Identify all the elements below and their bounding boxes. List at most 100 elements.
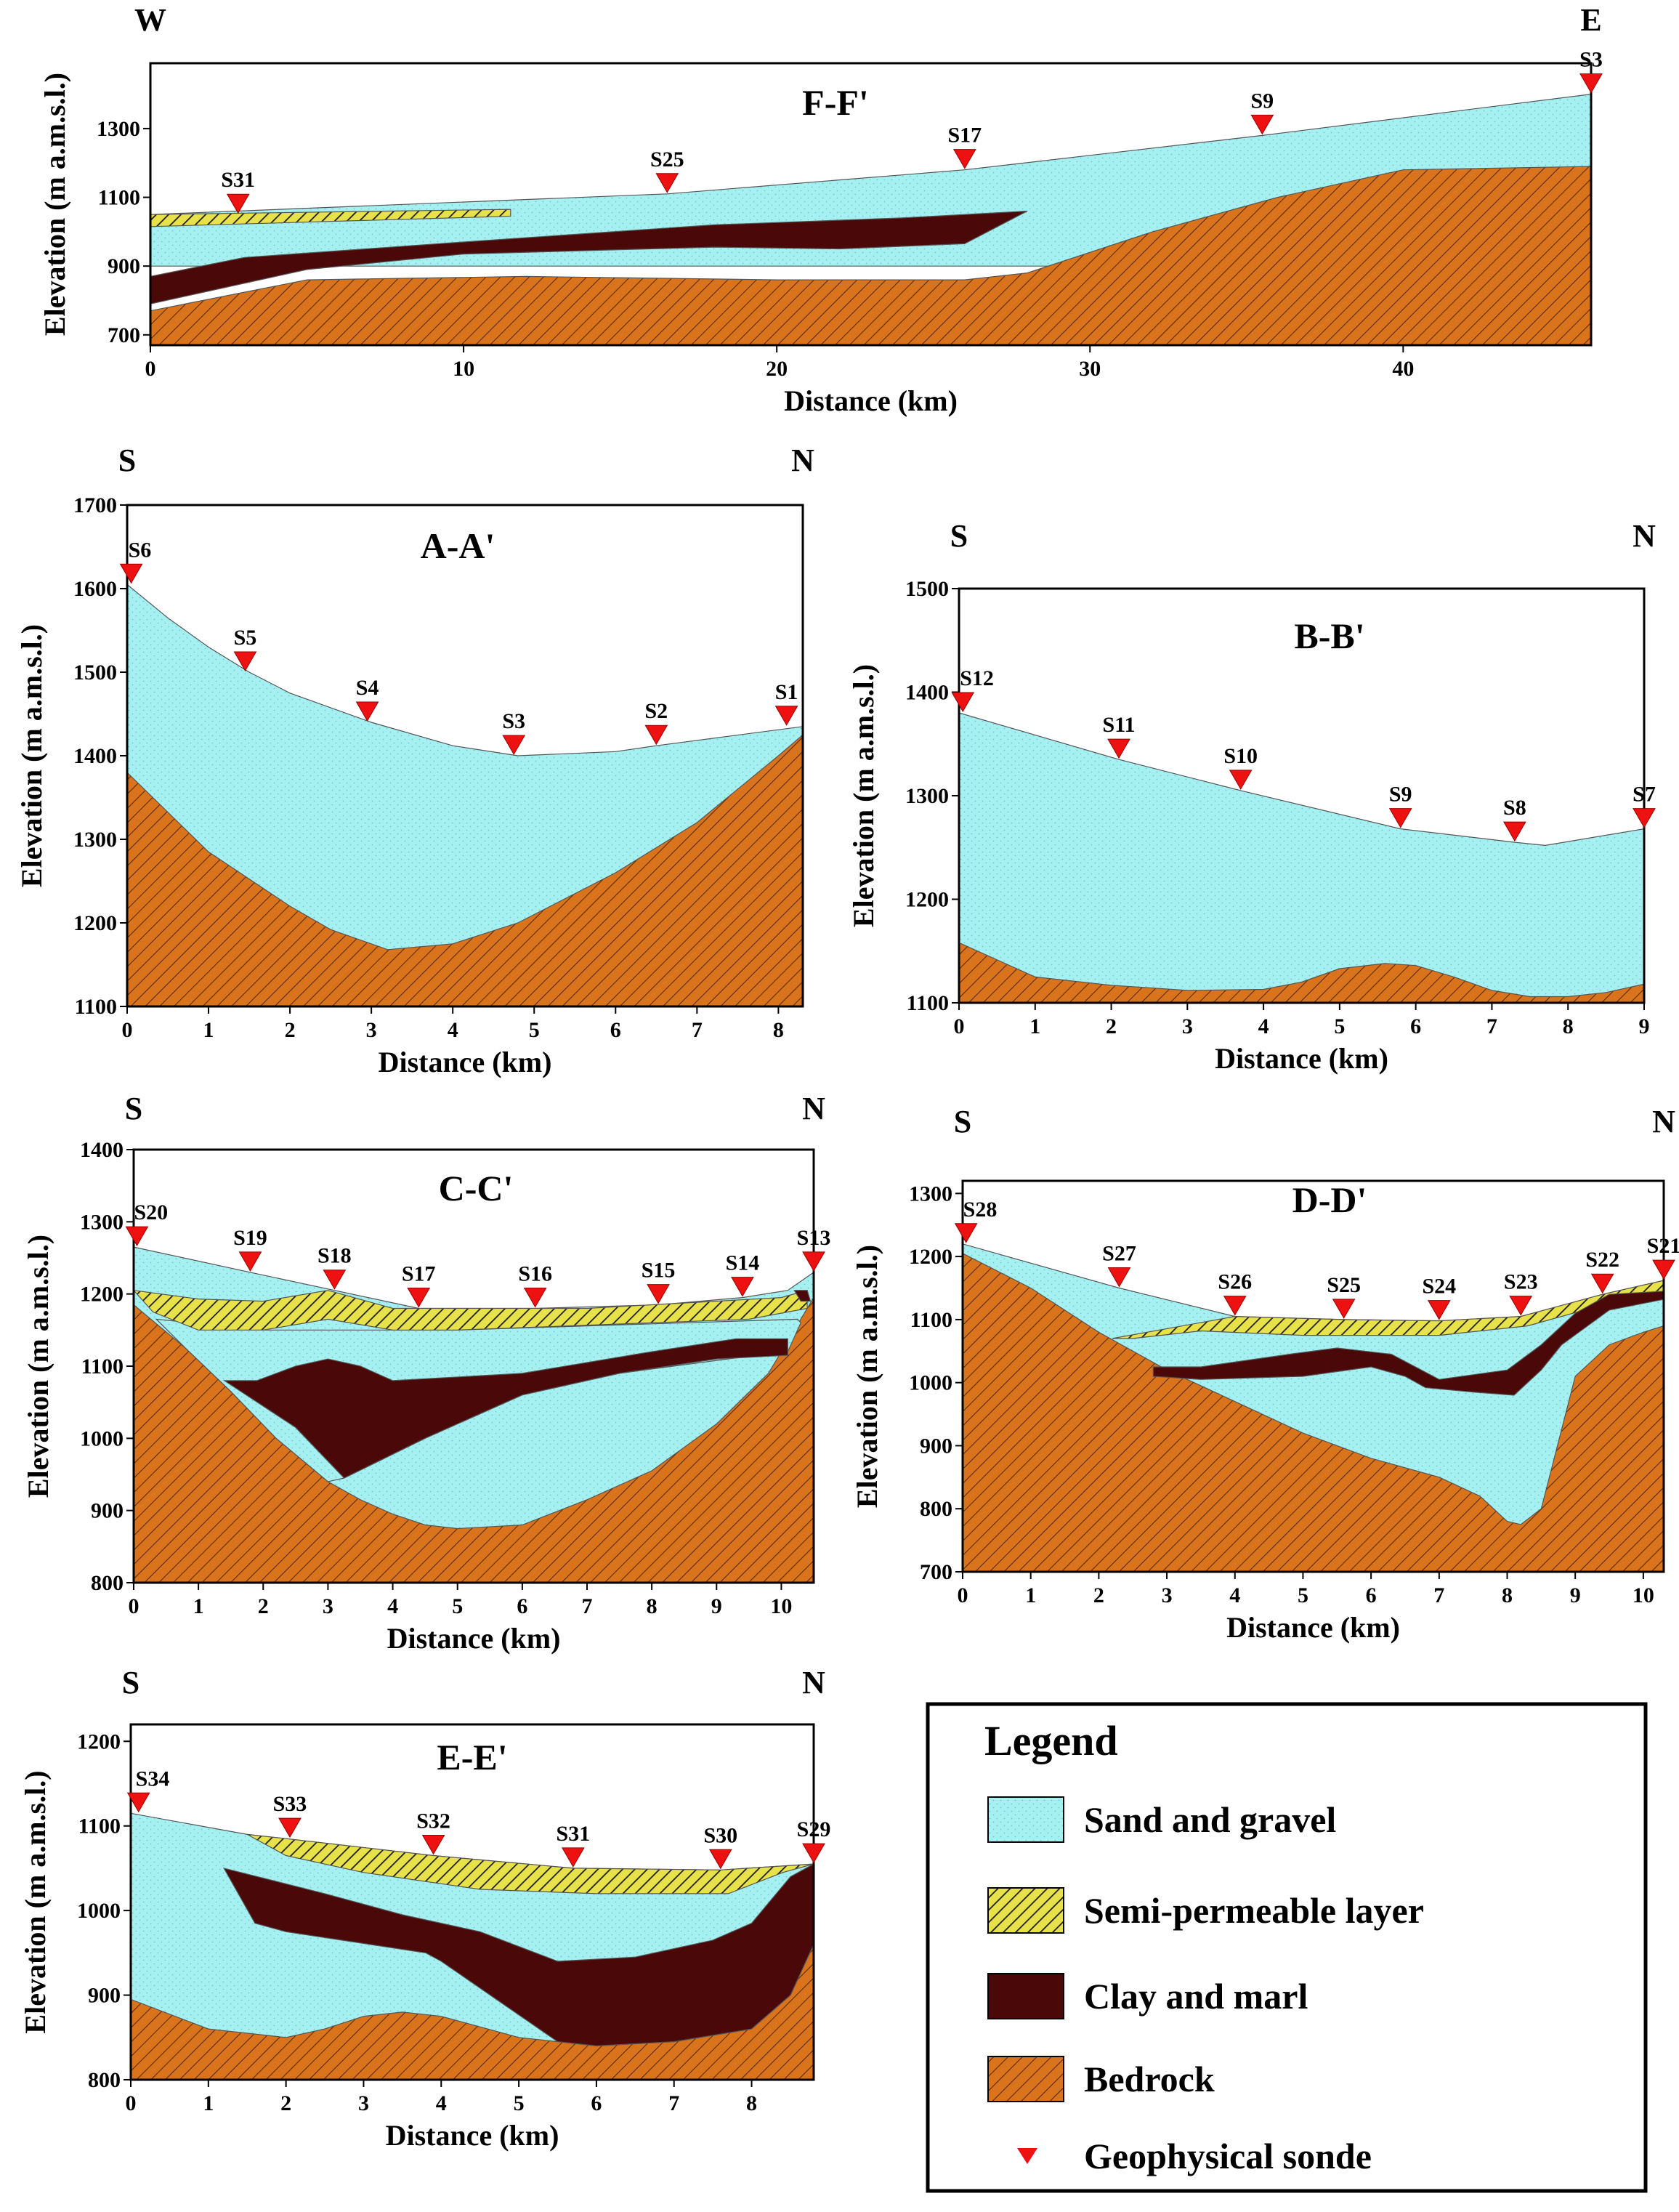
- direction-left: S: [122, 1665, 139, 1700]
- y-tick-label: 1200: [73, 911, 117, 935]
- y-axis-title: Elevation (m a.m.s.l.): [22, 1235, 54, 1498]
- direction-left: S: [954, 1104, 971, 1139]
- y-tick-label: 1300: [905, 784, 949, 808]
- legend-label: Bedrock: [1084, 2059, 1215, 2099]
- direction-left: S: [118, 443, 136, 478]
- sonde-label: S14: [726, 1251, 760, 1275]
- y-tick-label: 1100: [98, 186, 140, 210]
- direction-right: N: [1633, 518, 1656, 554]
- sonde-label: S12: [960, 666, 994, 690]
- x-tick-label: 0: [126, 2091, 137, 2115]
- plot-frame: [129, 1723, 815, 2081]
- direction-right: E: [1580, 2, 1601, 38]
- y-tick-label: 1200: [77, 1729, 121, 1753]
- sonde-label: S29: [797, 1817, 831, 1841]
- x-tick-label: 10: [1633, 1583, 1654, 1607]
- x-tick-label: 6: [517, 1594, 527, 1618]
- sonde-marker: [233, 651, 257, 672]
- y-tick-label: 1300: [97, 117, 140, 141]
- x-tick-label: 2: [280, 2091, 291, 2115]
- x-axis-title: Distance (km): [386, 2119, 559, 2152]
- sonde-label: S20: [134, 1200, 168, 1224]
- y-axis-title: Elevation (m a.m.s.l.): [15, 624, 48, 887]
- x-tick-label: 2: [258, 1594, 269, 1618]
- x-tick-label: 3: [1182, 1014, 1193, 1038]
- sonde-label: S31: [221, 168, 255, 192]
- y-tick-label: 1100: [907, 991, 949, 1015]
- x-tick-label: 5: [452, 1594, 463, 1618]
- direction-right: N: [1652, 1104, 1675, 1139]
- y-tick-label: 1200: [905, 888, 949, 912]
- section-title: B-B': [1294, 615, 1364, 656]
- x-tick-label: 3: [366, 1018, 377, 1042]
- sonde-marker: [1107, 738, 1130, 759]
- sonde-marker: [278, 1817, 302, 1838]
- sonde-marker: [954, 1223, 978, 1243]
- cross-section-panel: 1100 1200 1300 1400 1500 1600 1700 0 1 2 3 4 5 6 7 8 Dis…: [15, 443, 814, 1078]
- sonde-marker: [523, 1288, 547, 1308]
- sonde-label: S7: [1633, 783, 1656, 807]
- legend: Legend Sand and gravel Semi-permeable laye…: [926, 1702, 1648, 2193]
- direction-left: W: [134, 2, 166, 38]
- sonde-label: S4: [356, 676, 379, 700]
- sonde-marker: [1388, 808, 1412, 828]
- y-tick-label: 1100: [78, 1815, 121, 1838]
- sonde-marker: [647, 1284, 670, 1304]
- sonde-label: S32: [416, 1809, 450, 1833]
- direction-right: N: [791, 443, 814, 478]
- legend-swatch-sand: [987, 1796, 1064, 1843]
- y-tick-label: 1000: [77, 1899, 121, 1923]
- layer-clay: [793, 1290, 812, 1302]
- x-tick-label: 2: [285, 1018, 296, 1042]
- sonde-marker: [655, 173, 679, 193]
- sonde-label: S3: [1579, 48, 1603, 72]
- y-tick-label: 1500: [73, 661, 117, 685]
- x-tick-label: 0: [958, 1583, 968, 1607]
- x-axis-title: Distance (km): [379, 1046, 552, 1078]
- sonde-marker: [731, 1277, 754, 1297]
- sonde-marker: [407, 1288, 431, 1308]
- y-tick-label: 900: [88, 1984, 121, 2008]
- x-tick-label: 8: [746, 2091, 757, 2115]
- x-tick-label: 1: [1029, 1014, 1040, 1038]
- legend-label: Sand and gravel: [1084, 1799, 1336, 1840]
- y-tick-label: 1300: [909, 1182, 952, 1206]
- sonde-label: S34: [136, 1767, 170, 1791]
- sonde-label: S17: [402, 1262, 436, 1286]
- plot-frame: [961, 1179, 1665, 1573]
- x-tick-label: 10: [770, 1594, 792, 1618]
- direction-right: N: [802, 1665, 825, 1700]
- sonde-label: S22: [1585, 1248, 1619, 1272]
- sonde-marker: [323, 1270, 347, 1290]
- layer-bedrock: [150, 166, 1591, 345]
- x-tick-label: 4: [436, 2091, 447, 2115]
- sonde-marker: [1223, 1296, 1247, 1316]
- y-tick-label: 800: [88, 2068, 121, 2092]
- layer-semi: [150, 209, 511, 227]
- y-tick-label: 800: [920, 1497, 952, 1521]
- y-tick-label: 900: [920, 1434, 952, 1458]
- x-tick-label: 5: [529, 1018, 540, 1042]
- y-tick-label: 1500: [905, 577, 949, 601]
- x-tick-label: 6: [1366, 1583, 1377, 1607]
- x-tick-label: 1: [193, 1594, 204, 1618]
- y-axis-title: Elevation (m a.m.s.l.): [39, 73, 71, 336]
- x-tick-label: 7: [1486, 1014, 1497, 1038]
- cross-section-panel: 800 900 1000 1100 1200 0 1 2 3 4 5 6 7 8 Distance (km)…: [19, 1665, 830, 2152]
- sonde-marker: [226, 193, 250, 214]
- cross-section-panel: 1100 1200 1300 1400 1500 0 1 2 3 4 5 6 7 8 9 Distance (…: [847, 518, 1656, 1075]
- x-tick-label: 7: [692, 1018, 703, 1042]
- y-tick-label: 1200: [909, 1245, 952, 1269]
- legend-box: [926, 1702, 1648, 2193]
- x-tick-label: 1: [203, 1018, 214, 1042]
- y-tick-label: 1400: [80, 1138, 124, 1162]
- layer-clay: [222, 1863, 814, 2047]
- x-tick-label: 0: [129, 1594, 139, 1618]
- legend-swatch-semi: [987, 1887, 1064, 1934]
- sonde-label: S1: [775, 680, 798, 704]
- sonde-label: S23: [1504, 1270, 1538, 1294]
- x-tick-label: 20: [766, 357, 788, 381]
- sonde-label: S9: [1251, 89, 1274, 113]
- sonde-marker: [126, 1792, 150, 1813]
